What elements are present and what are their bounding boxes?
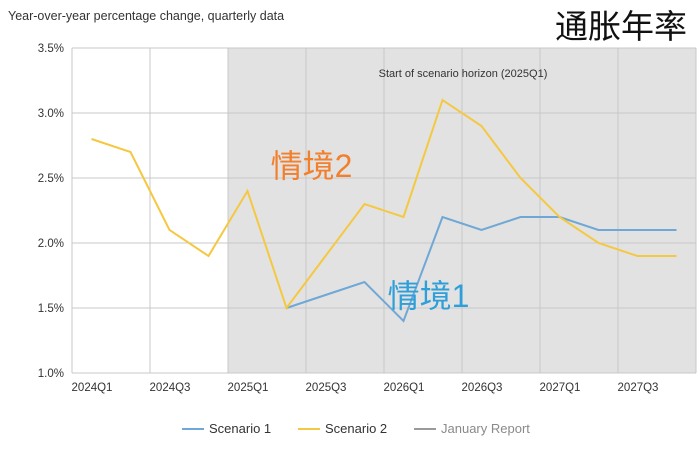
x-tick-label: 2025Q3: [306, 382, 347, 394]
legend-entry: Scenario 1: [209, 421, 271, 436]
x-tick-label: 2024Q1: [72, 382, 113, 394]
x-tick-label: 2026Q3: [462, 382, 503, 394]
y-tick-label: 1.0%: [38, 368, 64, 380]
y-tick-label: 3.0%: [38, 108, 64, 120]
y-tick-label: 2.5%: [38, 173, 64, 185]
chart-subtitle: Year-over-year percentage change, quarte…: [8, 9, 284, 23]
series-line-scenario-2: [91, 98, 677, 311]
scenario-annotation-2: 情境1: [388, 278, 470, 314]
x-tick-label: 2025Q1: [228, 382, 269, 394]
scenario-annotation-1: 情境2: [271, 148, 353, 184]
scenario-horizon-label: Start of scenario horizon (2025Q1): [379, 68, 548, 80]
x-tick-label: 2027Q3: [618, 382, 659, 394]
x-tick-label: 2027Q1: [540, 382, 581, 394]
legend-entry: Scenario 2: [325, 421, 387, 436]
x-tick-label: 2026Q1: [384, 382, 425, 394]
chart-title: 通胀年率: [555, 7, 687, 46]
y-tick-label: 1.5%: [38, 303, 64, 315]
y-tick-label: 3.5%: [38, 43, 64, 55]
legend: Scenario 1 Scenario 2 January Report: [182, 421, 530, 436]
y-tick-label: 2.0%: [38, 238, 64, 250]
plot-area: 1.0% 1.5% 2.0% 2.5% 3.0% 3.5% 2024Q1 2024Q3 2025…: [38, 43, 697, 394]
series-line-scenario-1: [286, 215, 677, 323]
legend-entry: January Report: [441, 421, 530, 436]
x-tick-label: 2024Q3: [150, 382, 191, 394]
